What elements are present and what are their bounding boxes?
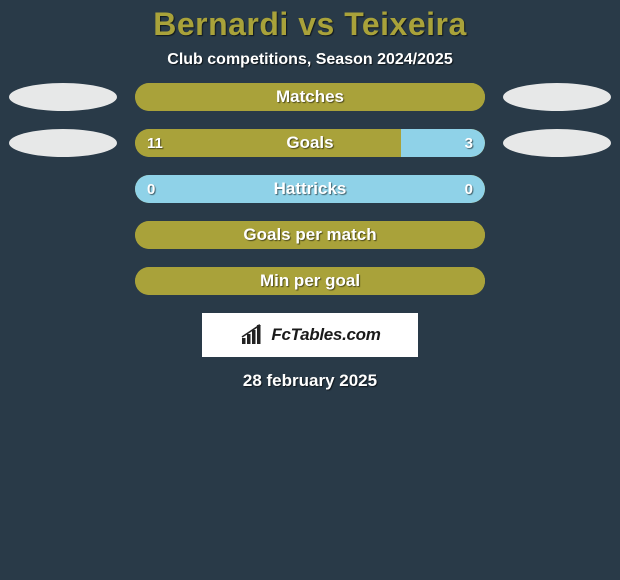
player-right-ellipse <box>503 129 611 157</box>
bar-label: Min per goal <box>135 267 485 295</box>
stat-row-matches: Matches <box>0 83 620 111</box>
bar-right-value: 0 <box>465 175 473 203</box>
bar-label: Goals <box>135 129 485 157</box>
bar-track: Matches <box>135 83 485 111</box>
stat-row-hattricks: 0 Hattricks 0 <box>0 175 620 203</box>
stat-row-goals: 11 Goals 3 <box>0 129 620 157</box>
logo-text: FcTables.com <box>271 325 380 345</box>
player-right-ellipse <box>503 83 611 111</box>
stat-row-goals-per-match: Goals per match <box>0 221 620 249</box>
bar-label: Hattricks <box>135 175 485 203</box>
bar-chart-icon <box>239 324 267 346</box>
subtitle: Club competitions, Season 2024/2025 <box>0 51 620 69</box>
bar-label: Matches <box>135 83 485 111</box>
player-left-ellipse <box>9 129 117 157</box>
fctables-logo: FcTables.com <box>202 313 418 357</box>
date-label: 28 february 2025 <box>0 371 620 391</box>
stat-row-min-per-goal: Min per goal <box>0 267 620 295</box>
comparison-infographic: Bernardi vs Teixeira Club competitions, … <box>0 0 620 580</box>
bar-right-value: 3 <box>465 129 473 157</box>
bar-track: 11 Goals 3 <box>135 129 485 157</box>
stat-rows: Matches 11 Goals 3 0 Hattri <box>0 83 620 295</box>
player-left-ellipse <box>9 83 117 111</box>
bar-label: Goals per match <box>135 221 485 249</box>
page-title: Bernardi vs Teixeira <box>0 6 620 43</box>
bar-track: Goals per match <box>135 221 485 249</box>
bar-track: 0 Hattricks 0 <box>135 175 485 203</box>
bar-track: Min per goal <box>135 267 485 295</box>
